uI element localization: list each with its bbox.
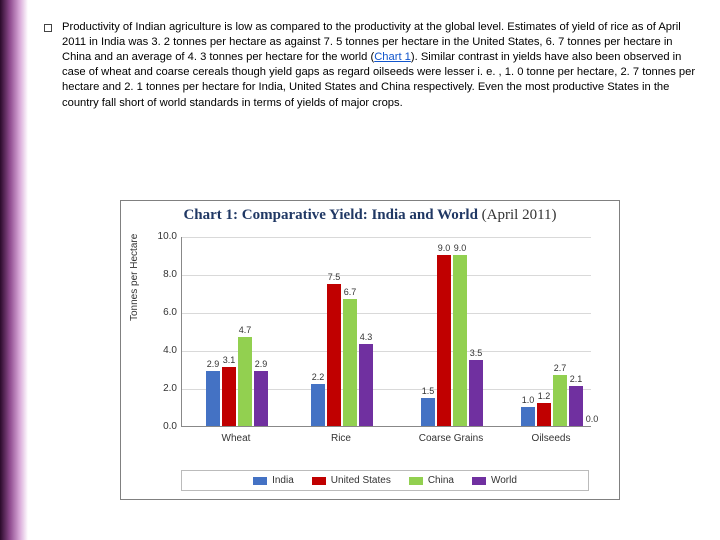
bar-value-label: 2.1 <box>570 374 583 384</box>
legend-label: India <box>272 475 294 486</box>
bar-value-label: 7.5 <box>328 272 341 282</box>
bar <box>254 371 268 426</box>
bar-value-label: 3.1 <box>223 355 236 365</box>
bullet-square-icon <box>44 24 52 32</box>
bar-value-label: 1.2 <box>538 391 551 401</box>
legend-swatch <box>253 477 267 485</box>
bar-value-label: 2.2 <box>312 372 325 382</box>
bar <box>311 384 325 426</box>
paragraph-text: Productivity of Indian agriculture is lo… <box>62 20 700 111</box>
legend-label: United States <box>331 475 391 486</box>
bar-value-label: 1.0 <box>522 395 535 405</box>
y-tick-label: 6.0 <box>155 307 177 318</box>
bar-value-label: 9.0 <box>454 243 467 253</box>
legend-swatch <box>409 477 423 485</box>
x-category-label: Oilseeds <box>532 433 571 444</box>
chart-title: Chart 1: Comparative Yield: India and Wo… <box>121 207 619 224</box>
bar <box>569 386 583 426</box>
bar-value-label: 3.5 <box>470 348 483 358</box>
chart-title-main: Chart 1: Comparative Yield: India and Wo… <box>183 207 477 223</box>
chart-container: Chart 1: Comparative Yield: India and Wo… <box>120 200 620 500</box>
bar-value-label: 2.9 <box>255 359 268 369</box>
y-tick-label: 0.0 <box>155 421 177 432</box>
bar-value-label: 2.9 <box>207 359 220 369</box>
legend-item-world: World <box>472 475 517 486</box>
x-category-label: Rice <box>331 433 351 444</box>
plot-area: 2.93.14.72.92.27.56.74.31.59.09.03.51.01… <box>181 237 591 427</box>
bar <box>521 407 535 426</box>
bar <box>437 255 451 426</box>
bar-value-label: 4.3 <box>360 332 373 342</box>
legend-swatch <box>312 477 326 485</box>
decorative-left-stripe <box>0 0 28 540</box>
x-category-label: Wheat <box>222 433 251 444</box>
bullet-paragraph-row: Productivity of Indian agriculture is lo… <box>44 20 700 111</box>
y-tick-label: 2.0 <box>155 383 177 394</box>
bar <box>537 403 551 426</box>
bar-value-label: 6.7 <box>344 287 357 297</box>
y-tick-label: 4.0 <box>155 345 177 356</box>
bar <box>553 375 567 426</box>
chart-link[interactable]: Chart 1 <box>374 51 411 63</box>
bar <box>421 398 435 427</box>
legend-item-united-states: United States <box>312 475 391 486</box>
legend-item-china: China <box>409 475 454 486</box>
chart-title-sub: (April 2011) <box>478 207 557 223</box>
bar-value-label: 1.5 <box>422 386 435 396</box>
y-tick-label: 8.0 <box>155 269 177 280</box>
legend: India United States China World <box>181 470 589 491</box>
bar <box>343 299 357 426</box>
x-category-label: Coarse Grains <box>419 433 483 444</box>
bar <box>238 337 252 426</box>
bar-value-label: 2.7 <box>554 363 567 373</box>
content-area: Productivity of Indian agriculture is lo… <box>44 20 700 111</box>
bar <box>469 360 483 427</box>
legend-swatch <box>472 477 486 485</box>
bar-value-label: 0.0 <box>586 414 599 424</box>
bar <box>206 371 220 426</box>
legend-label: China <box>428 475 454 486</box>
y-tick-label: 10.0 <box>155 231 177 242</box>
bar-value-label: 4.7 <box>239 325 252 335</box>
bar <box>453 255 467 426</box>
legend-label: World <box>491 475 517 486</box>
bar <box>327 284 341 427</box>
bar <box>222 367 236 426</box>
bar-value-label: 9.0 <box>438 243 451 253</box>
y-axis-label: Tonnes per Hectare <box>129 234 140 321</box>
legend-item-india: India <box>253 475 294 486</box>
bar <box>359 344 373 426</box>
